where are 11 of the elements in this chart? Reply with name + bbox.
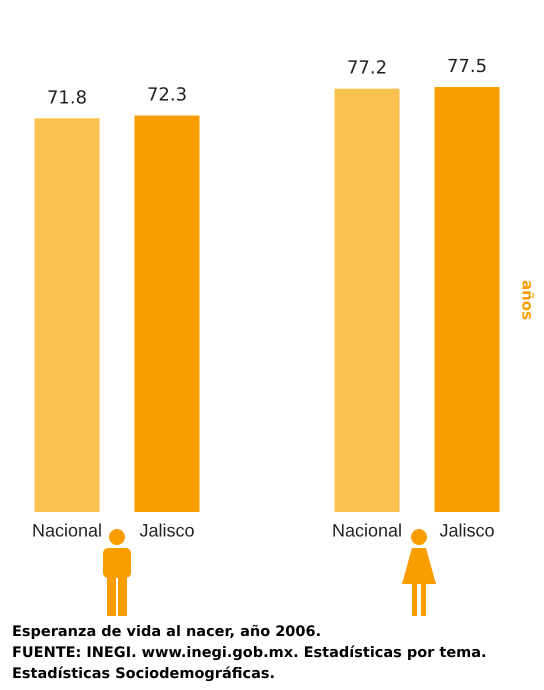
text: Esperanza de vida al nacer, año 2006. <box>12 623 322 642</box>
x-tick-label: Nacional <box>32 520 102 540</box>
x-tick-label: Jalisco <box>439 520 495 540</box>
source-note: FUENTE: INEGI. www.inegi.gob.mx. Estadísticas por tema. Estadísticas Sociodemográficas. <box>12 644 488 684</box>
data-label: 77.5 <box>446 56 488 77</box>
data-label: 71.8 <box>46 87 88 108</box>
data-label: 72.3 <box>146 84 188 106</box>
x-tick-label: Jalisco <box>139 520 195 540</box>
data-label: 77.2 <box>346 58 388 79</box>
y-axis-title: años <box>518 280 536 320</box>
x-tick-label: Nacional <box>332 520 402 540</box>
